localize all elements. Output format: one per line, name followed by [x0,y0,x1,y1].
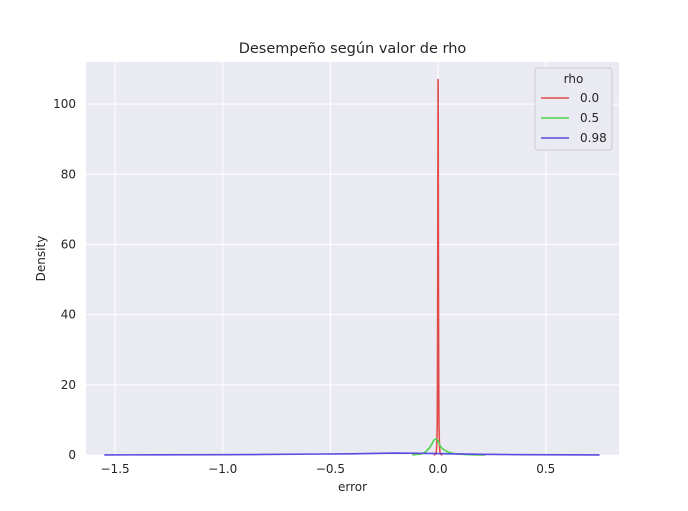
y-tick-label: 0 [68,448,76,462]
x-axis-label: error [338,480,367,494]
x-tick-labels: −1.5 −1.0 −0.5 0.0 0.5 [101,462,556,476]
x-tick-label: 0.0 [429,462,448,476]
x-tick-label: −0.5 [316,462,345,476]
legend-label: 0.98 [580,131,607,145]
legend-box [534,67,613,151]
series-line-0.98 [104,452,600,456]
legend-title: rho [564,72,584,86]
y-tick-label: 60 [61,237,76,251]
legend-label: 0.0 [580,91,599,105]
y-tick-label: 40 [61,308,76,322]
legend-label: 0.5 [580,111,599,125]
chart-title: Desempeño según valor de rho [239,41,467,57]
series-layer [104,78,600,456]
x-tick-label: −1.0 [208,462,237,476]
plot-area [86,62,619,455]
legend-entries: 0.0 0.5 0.98 [541,91,607,145]
y-tick-label: 80 [61,167,76,181]
y-tick-label: 20 [61,378,76,392]
y-axis-label: Density [34,236,48,282]
y-tick-label: 100 [53,97,76,111]
x-tick-label: 0.5 [536,462,555,476]
legend: rho 0.0 0.5 0.98 [534,67,613,151]
y-tick-labels: 0 20 40 60 80 100 [53,97,76,462]
x-tick-label: −1.5 [101,462,130,476]
